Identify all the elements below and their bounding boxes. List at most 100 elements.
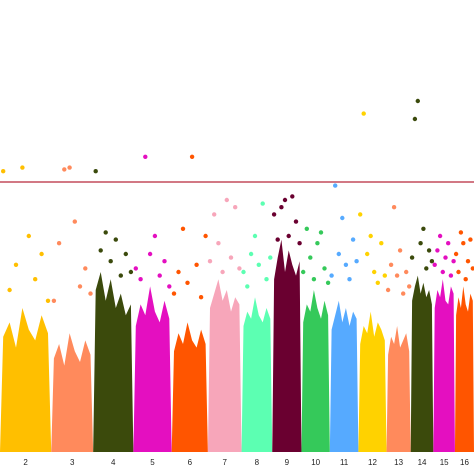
snp-point [304,226,309,231]
snp-point [435,248,440,253]
snp-point [189,154,195,159]
snp-point [440,269,445,275]
dense-points [433,279,455,452]
snp-point [453,251,459,257]
snp-point [77,284,83,289]
x-tick-label: 7 [222,458,227,467]
snp-point [26,233,31,239]
snp-point [241,269,246,275]
snp-point [152,233,158,239]
snp-point [456,269,461,275]
x-tick-label: 9 [285,458,290,467]
snp-point [93,169,98,174]
snp-point [13,262,19,267]
snp-point [318,230,324,235]
dense-points [358,311,387,452]
dense-points [454,286,474,452]
snp-point [123,251,128,257]
snp-point [45,298,51,303]
dense-points [207,279,242,452]
snp-point [83,266,88,271]
snp-point [275,237,280,242]
snp-point [103,230,108,235]
snp-point [401,291,406,296]
snp-point [329,273,334,278]
snp-point [365,251,370,257]
snp-point [279,205,284,210]
snp-point [228,255,234,260]
snp-point [216,241,221,246]
snp-point [340,215,345,221]
snp-point [333,183,338,188]
snp-point [382,273,387,278]
snp-point [412,116,418,122]
snp-point [203,233,208,239]
snp-point [256,262,261,267]
x-tick-label: 14 [418,458,427,467]
snp-point [171,291,177,296]
snp-point [385,287,391,293]
snp-point [375,280,380,285]
snp-point [451,259,456,264]
snp-point [138,277,143,282]
snp-point [39,251,44,257]
snp-point [157,273,162,278]
dense-points [93,272,134,452]
snp-point [282,197,288,203]
snp-point [162,259,167,264]
snp-point [394,273,400,278]
snp-point [194,262,199,267]
snp-point [268,255,273,260]
snp-point [56,241,62,246]
snp-point [143,154,148,159]
snp-point [415,98,420,104]
snp-point [98,248,103,253]
dense-points [386,326,411,452]
snp-point [448,273,454,278]
snp-point [198,295,204,300]
snp-point [458,230,464,235]
snp-point [20,165,25,170]
dense-points [272,239,302,452]
snp-point [301,269,306,275]
snp-point [461,241,466,246]
snp-point [358,212,363,217]
snp-point [470,266,474,271]
x-tick-label: 11 [340,458,349,467]
snp-point [237,266,242,271]
x-tick-label: 8 [255,458,260,467]
dense-points [51,333,94,452]
snp-point [424,266,429,271]
snp-point [147,251,153,257]
snp-point [446,241,451,246]
snp-point [72,219,78,224]
snp-point [67,165,72,170]
snp-point [51,298,57,303]
snp-point [233,205,238,210]
x-tick-label: 10 [311,458,320,467]
snp-point [418,241,423,246]
snp-point [308,255,313,260]
snp-point [88,291,93,296]
x-tick-label: 3 [70,458,75,467]
x-tick-label: 16 [460,458,469,467]
snp-point [133,266,138,271]
snp-point [176,269,181,275]
x-tick-label: 15 [440,458,449,467]
snp-point [336,251,341,257]
snp-point [224,197,229,203]
snp-point [180,226,186,231]
x-tick-label: 13 [394,458,403,467]
snp-point [409,255,415,260]
snp-point [361,111,366,116]
snp-point [407,284,412,289]
snp-point [297,241,302,246]
snp-point [7,287,12,293]
snp-point [290,194,295,199]
snp-point [311,277,317,282]
snp-point [248,251,254,257]
snp-point [379,241,384,246]
snp-point [397,248,403,253]
snp-point [465,259,471,264]
